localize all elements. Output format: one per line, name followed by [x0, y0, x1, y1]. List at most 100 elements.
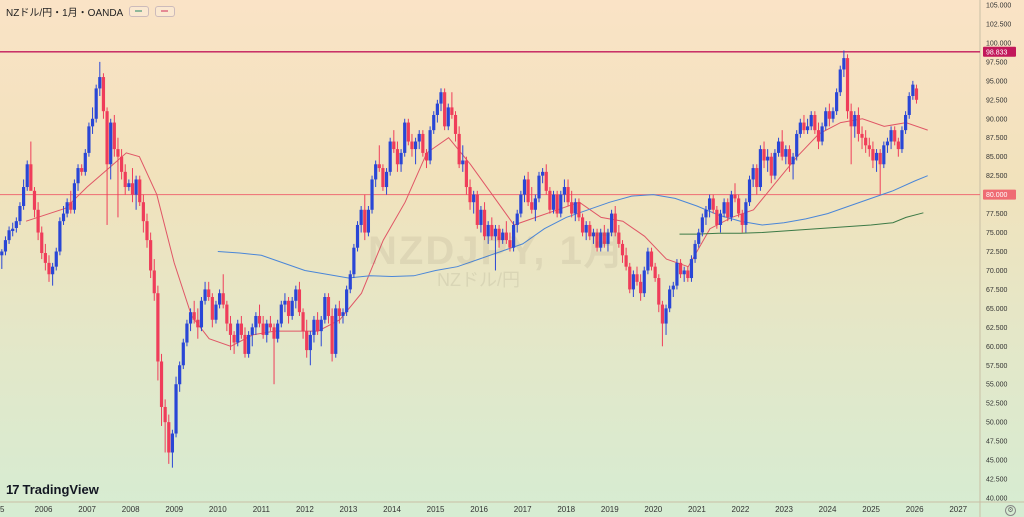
candle [417, 130, 421, 150]
candle-body [247, 334, 251, 354]
candle [141, 194, 145, 233]
candle [798, 118, 802, 138]
candle [185, 319, 189, 347]
candle [482, 202, 487, 241]
candle [14, 217, 18, 233]
candle-body [715, 209, 719, 225]
candle [733, 183, 737, 203]
price-badge-label: 98.833 [986, 49, 1008, 56]
candle [94, 84, 98, 123]
candle-body [446, 107, 450, 127]
candle [457, 126, 461, 169]
candle [156, 285, 160, 381]
candle [374, 160, 378, 188]
candle [403, 118, 407, 157]
y-tick-label: 90.000 [986, 116, 1008, 123]
candle [504, 221, 508, 244]
candle [642, 266, 646, 298]
candle [123, 164, 127, 195]
x-tick-label: 2027 [949, 505, 967, 514]
candle-body [192, 312, 196, 320]
candle-body [334, 308, 338, 354]
candle [98, 61, 102, 97]
candle [366, 205, 371, 237]
y-tick-label: 77.500 [986, 211, 1008, 218]
candle [363, 194, 367, 241]
candle [693, 240, 697, 263]
candle-body [112, 122, 116, 150]
candle [301, 308, 305, 339]
candle-body [395, 149, 400, 165]
candle [163, 399, 167, 453]
candle [726, 198, 730, 222]
candle-body [236, 323, 240, 343]
candle-body [370, 179, 374, 210]
candle-body [639, 281, 643, 294]
candle-body [497, 228, 501, 241]
symbol-label[interactable]: NZドル/円・1月・OANDA [6, 8, 124, 19]
candle-body [798, 122, 802, 134]
candle-body [254, 315, 258, 328]
chart-settings-icon[interactable]: ⚙ [1005, 505, 1016, 516]
candle-body [14, 221, 18, 228]
candle-body [893, 130, 897, 142]
candle-body [232, 334, 236, 343]
y-tick-label: 57.500 [986, 363, 1008, 370]
candle [475, 190, 479, 229]
candle-body [159, 361, 164, 407]
candle-body [580, 217, 585, 233]
price-badge-label: 80.000 [986, 192, 1008, 199]
candle-body [105, 111, 109, 165]
y-tick-label: 102.500 [986, 21, 1011, 28]
candle [686, 266, 690, 282]
candle-body [515, 213, 519, 225]
candle-body [871, 149, 875, 161]
candle-body [403, 122, 407, 153]
candle [149, 232, 153, 279]
candle-body [94, 88, 98, 119]
candle-body [268, 323, 273, 328]
candle-body [294, 289, 298, 301]
candle-body [457, 133, 461, 165]
candle [722, 198, 726, 218]
candle [617, 224, 621, 248]
candle [885, 137, 890, 153]
x-tick-label: 2009 [165, 505, 183, 514]
y-tick-label: 82.500 [986, 173, 1008, 180]
candle [112, 114, 116, 157]
candle-body [272, 327, 276, 339]
candle-body [642, 270, 646, 294]
candle [537, 171, 541, 203]
candle [51, 262, 55, 286]
candle-body [119, 156, 124, 172]
candle-body [588, 224, 592, 237]
candle-body [609, 213, 614, 233]
candle [254, 312, 258, 335]
candle [257, 304, 262, 328]
x-tick-label: 2007 [78, 505, 96, 514]
candle-body [907, 96, 911, 115]
candle-body [98, 77, 102, 89]
indicator-toggle-icon[interactable] [129, 6, 150, 17]
candle-body [257, 315, 262, 324]
candle-body [707, 198, 712, 210]
candle-body [101, 77, 106, 112]
candle [330, 308, 334, 362]
candle [562, 179, 567, 203]
x-tick-label: 2012 [296, 505, 314, 514]
candle [7, 226, 11, 244]
candle-body [842, 58, 846, 70]
candle [835, 88, 839, 115]
candle [635, 266, 639, 286]
candle [464, 156, 469, 195]
candle-body [595, 232, 599, 248]
candle [889, 126, 893, 150]
candle [83, 149, 87, 176]
candle-body [21, 187, 26, 206]
x-tick-label: 2017 [514, 505, 532, 514]
candle-body [827, 111, 831, 119]
candle [25, 160, 29, 191]
indicator-toggle-icon[interactable] [155, 6, 176, 17]
